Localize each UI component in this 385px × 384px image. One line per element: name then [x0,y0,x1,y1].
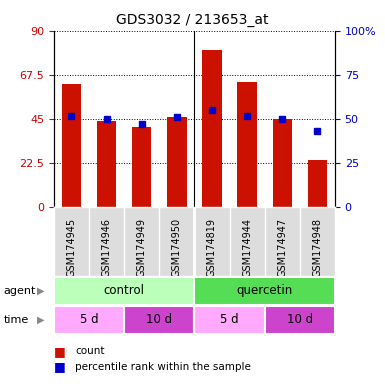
Bar [308,160,327,207]
Bar [194,277,335,305]
Text: ■: ■ [54,345,66,358]
Text: percentile rank within the sample: percentile rank within the sample [75,362,251,372]
Text: 5 d: 5 d [220,313,239,326]
Text: 5 d: 5 d [80,313,98,326]
Text: GDS3032 / 213653_at: GDS3032 / 213653_at [116,13,269,27]
Bar [203,50,222,207]
Text: ■: ■ [54,360,66,373]
Text: GSM174819: GSM174819 [207,218,217,277]
Text: quercetin: quercetin [236,285,293,297]
Text: GSM174949: GSM174949 [137,218,147,277]
Bar [132,127,151,207]
Text: control: control [104,285,145,297]
Text: GSM174948: GSM174948 [312,218,322,277]
Bar [124,306,194,333]
Bar [54,277,194,305]
Text: GSM174950: GSM174950 [172,218,182,277]
Text: agent: agent [4,286,36,296]
Text: GSM174944: GSM174944 [242,218,252,277]
Text: ▶: ▶ [37,286,44,296]
Text: 10 d: 10 d [146,313,172,326]
Text: count: count [75,346,105,356]
Bar [167,117,186,207]
Text: GSM174947: GSM174947 [277,218,287,277]
Bar [54,306,124,333]
Text: GSM174945: GSM174945 [67,218,77,277]
Text: 10 d: 10 d [287,313,313,326]
Bar [264,306,335,333]
Text: time: time [4,314,29,325]
Bar [238,82,257,207]
Bar [194,306,265,333]
Bar [273,119,292,207]
Text: GSM174946: GSM174946 [102,218,112,277]
Bar [97,121,116,207]
Bar [62,84,81,207]
Text: ▶: ▶ [37,314,44,325]
